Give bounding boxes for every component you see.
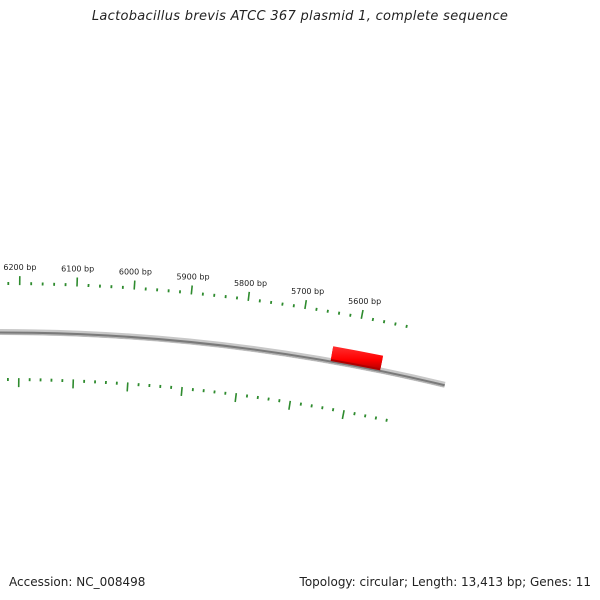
outer-minor-tick-5520 <box>405 324 408 328</box>
outer-minor-tick-5740 <box>281 302 284 306</box>
inner-tick-ring <box>7 378 388 422</box>
backbone-highlight <box>0 333 445 388</box>
outer-major-tick-6000 <box>133 280 136 290</box>
outer-minor-tick-5540 <box>394 322 397 326</box>
inner-minor-tick-5620 <box>331 408 335 412</box>
tick-labels: 5600 bp 5700 bp 5800 bp 5900 bp 6000 bp 6100 … <box>3 263 381 306</box>
outer-major-tick-5600 <box>360 309 364 319</box>
inner-minor-tick-5640 <box>321 406 324 410</box>
plasmid-backbone <box>0 331 445 388</box>
inner-minor-tick-5740 <box>267 397 270 401</box>
tick-label-5900: 5900 bp <box>176 273 209 282</box>
gene-right[interactable] <box>331 346 384 369</box>
topology-summary: Topology: circular; Length: 13,413 bp; G… <box>299 575 591 589</box>
tick-label-6200: 6200 bp <box>3 263 36 272</box>
inner-minor-tick-5560 <box>364 414 367 418</box>
tick-label-5700: 5700 bp <box>291 287 324 296</box>
outer-major-tick-5800 <box>247 291 251 301</box>
tick-label-5800: 5800 bp <box>234 279 267 288</box>
inner-minor-tick-5520 <box>385 418 388 422</box>
outer-minor-tick-5680 <box>315 307 318 311</box>
tick-label-6000: 6000 bp <box>119 268 152 277</box>
gene-features <box>330 346 384 371</box>
outer-minor-tick-5620 <box>349 313 352 317</box>
inner-minor-tick-5580 <box>353 412 356 416</box>
outer-major-tick-5900 <box>190 285 193 295</box>
inner-major-tick-5800 <box>234 393 238 403</box>
inner-major-tick-5700 <box>288 400 292 410</box>
outer-minor-tick-5640 <box>337 311 341 315</box>
tick-label-6100: 6100 bp <box>61 265 94 274</box>
inner-minor-tick-5720 <box>278 399 281 403</box>
inner-major-tick-5600 <box>341 410 345 420</box>
outer-major-tick-5700 <box>304 299 308 310</box>
outer-tick-ring <box>7 276 408 328</box>
outer-minor-tick-5560 <box>382 320 386 324</box>
inner-major-tick-6000 <box>126 382 129 392</box>
inner-minor-tick-5680 <box>299 402 302 406</box>
inner-minor-tick-5660 <box>310 404 313 408</box>
outer-minor-tick-5580 <box>371 317 375 322</box>
inner-major-tick-5900 <box>180 386 183 396</box>
outer-minor-tick-5660 <box>326 309 329 313</box>
tick-label-5600: 5600 bp <box>348 297 381 306</box>
accession-label: Accession: NC_008498 <box>9 575 146 589</box>
inner-minor-tick-5540 <box>374 416 378 420</box>
map-title: Lactobacillus brevis ATCC 367 plasmid 1,… <box>91 9 509 24</box>
